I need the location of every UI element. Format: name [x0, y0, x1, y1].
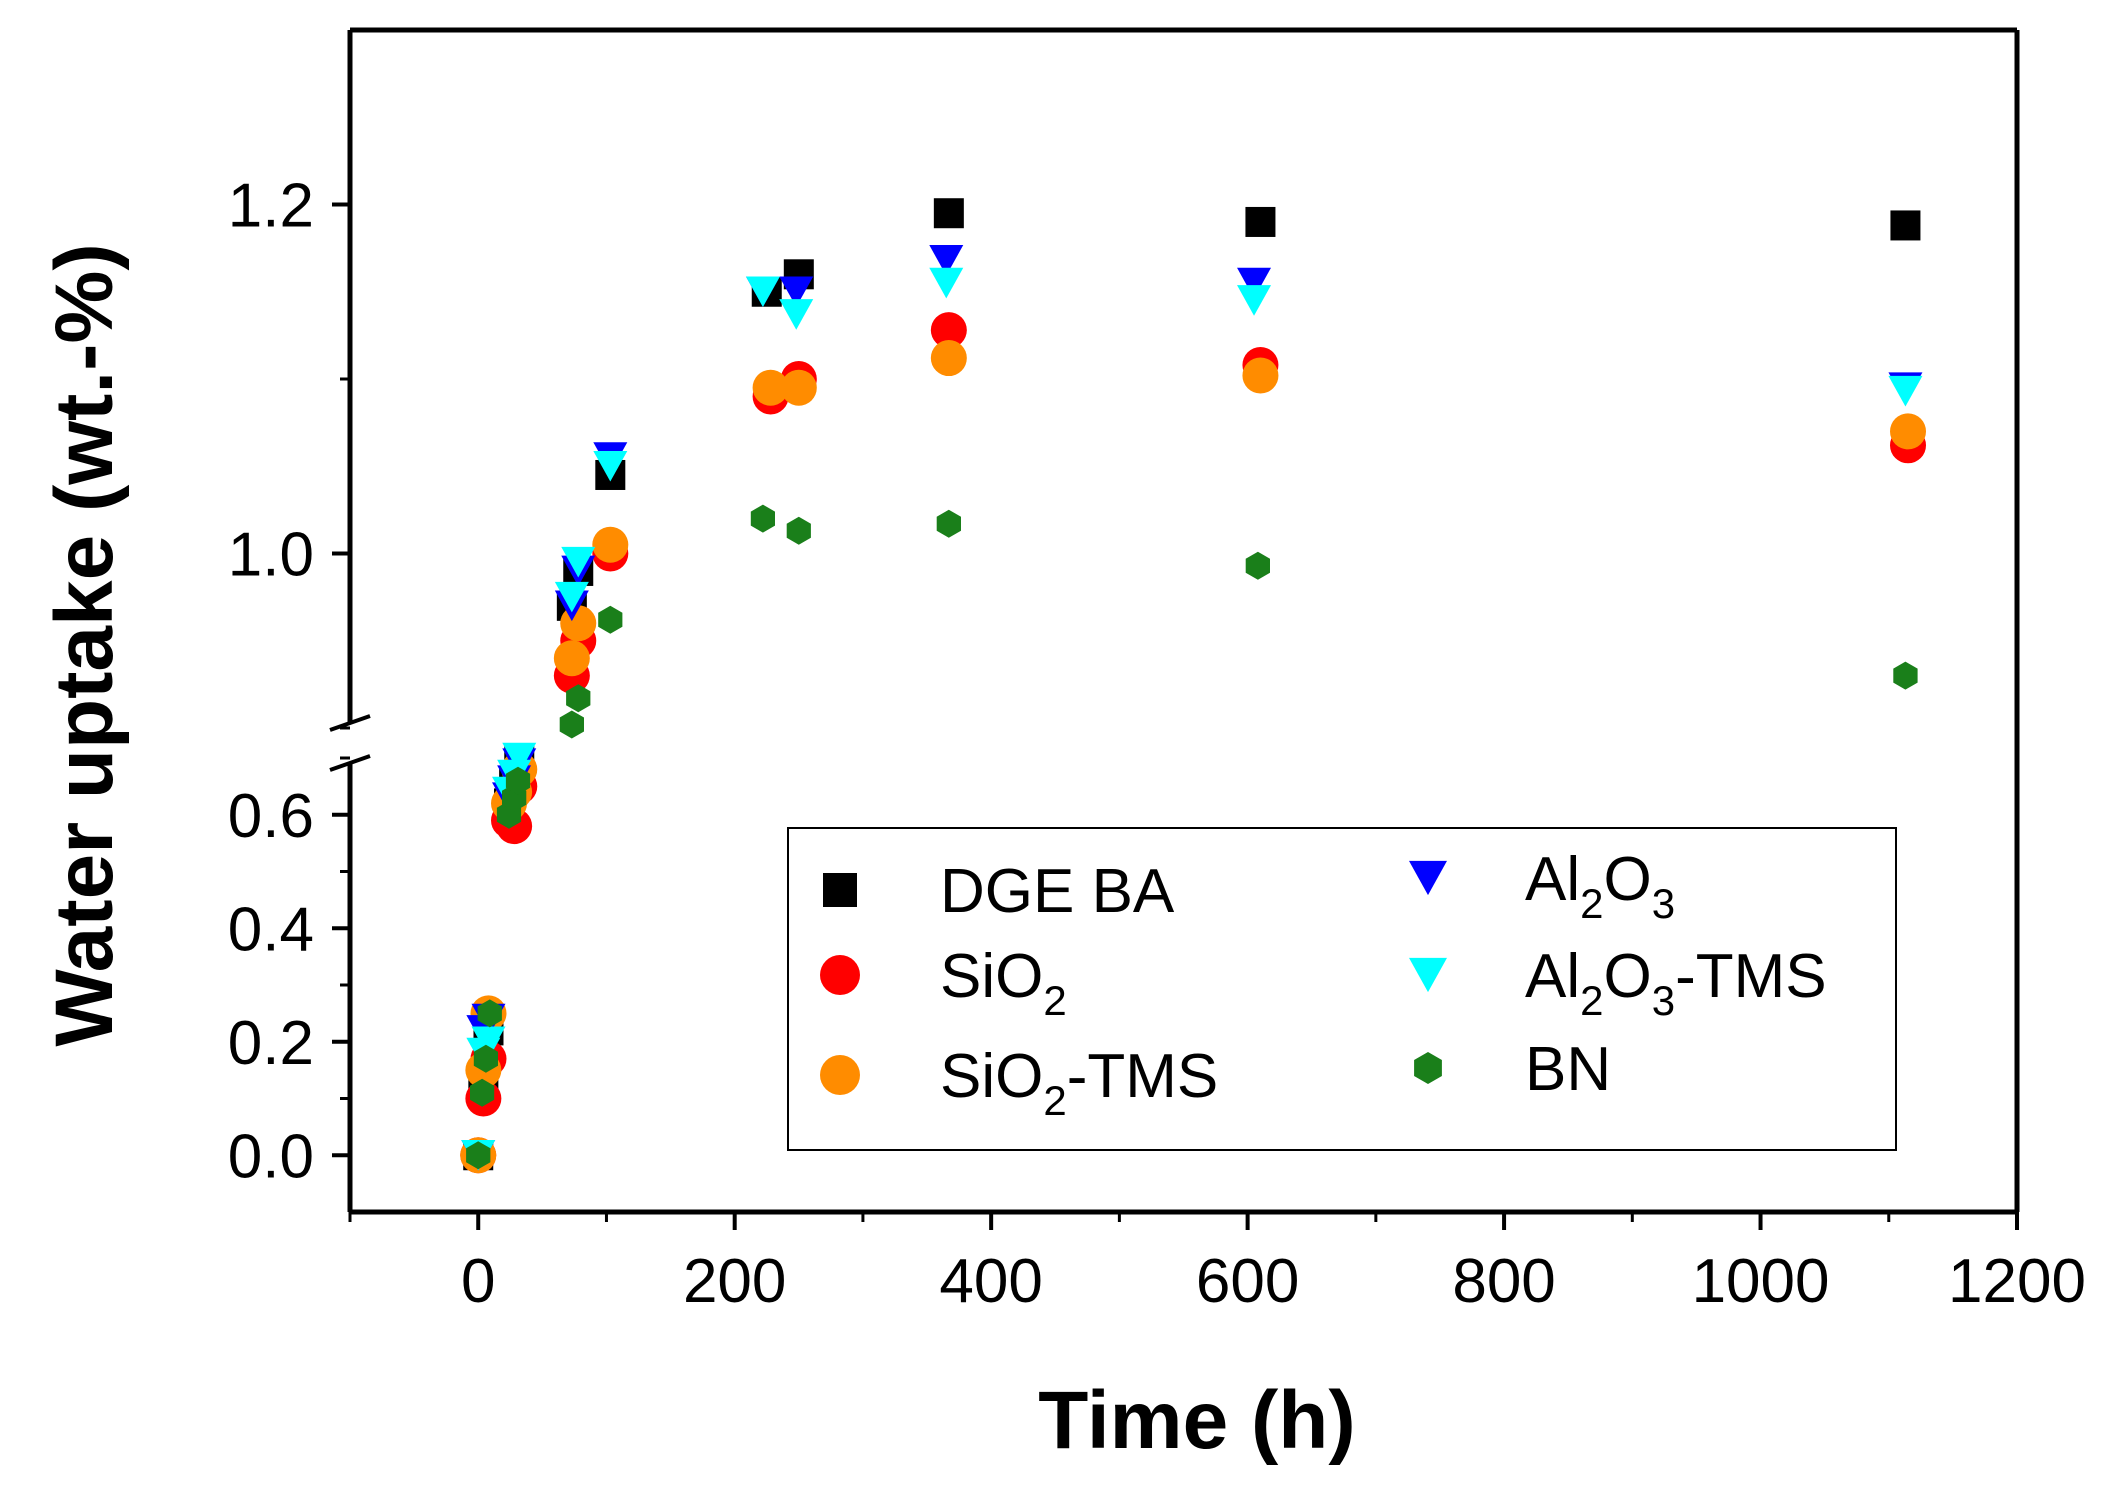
data-point [936, 509, 961, 538]
legend-label: Al2O3 [1525, 845, 1675, 927]
legend-marker [1409, 957, 1447, 993]
data-point [1237, 267, 1272, 299]
data-point [477, 999, 502, 1028]
legend-label: SiO2-TMS [940, 1042, 1218, 1124]
data-point [554, 581, 589, 613]
data-point [750, 504, 775, 533]
y-tick-label: 1.0 [228, 521, 314, 590]
x-tick-label: 400 [939, 1247, 1042, 1316]
data-point [1888, 375, 1923, 407]
data-point [560, 605, 597, 642]
data-point [933, 198, 964, 229]
data-point [779, 299, 814, 330]
data-point [553, 640, 590, 677]
legend-marker [820, 955, 860, 995]
data-point [566, 684, 591, 713]
data-point [592, 526, 629, 563]
x-tick-label: 200 [683, 1247, 786, 1316]
x-axis-title: Time (h) [1038, 1375, 1355, 1466]
legend-marker [1409, 860, 1447, 896]
data-point [559, 710, 584, 739]
data-point [752, 369, 789, 406]
data-point [929, 267, 964, 299]
series-bn [466, 504, 1918, 1170]
x-tick-label: 1000 [1692, 1247, 1830, 1316]
axis-break-mark [329, 714, 371, 772]
data-point [786, 516, 811, 545]
data-point [1245, 206, 1276, 237]
data-point [930, 312, 967, 349]
x-tick-label: 0 [461, 1247, 495, 1316]
x-tick-label: 1200 [1948, 1247, 2086, 1316]
y-tick-label: 0.6 [228, 782, 314, 851]
data-point [1245, 551, 1270, 580]
data-point [745, 276, 780, 308]
data-point [598, 605, 623, 634]
y-tick-label: 0.4 [228, 895, 314, 964]
legend-label: SiO2 [940, 942, 1067, 1024]
data-point [466, 1141, 491, 1170]
legend-label: BN [1525, 1035, 1611, 1104]
y-tick-label: 0.2 [228, 1009, 314, 1078]
data-point [1893, 661, 1918, 690]
legend-marker [1414, 1052, 1442, 1084]
y-axis-title: Water uptake (wt.-%) [39, 243, 130, 1046]
data-point [929, 245, 964, 276]
data-point [1242, 357, 1279, 394]
legend-marker [823, 873, 857, 907]
x-tick-label: 600 [1196, 1247, 1299, 1316]
data-point [780, 369, 817, 406]
data-point [1890, 210, 1921, 241]
data-point [593, 450, 628, 482]
data-point [502, 742, 537, 774]
data-point [930, 340, 967, 377]
y-tick-label: 0.0 [228, 1122, 314, 1191]
y-tick-label: 1.2 [228, 172, 314, 241]
data-point [505, 766, 531, 795]
data-point [1237, 285, 1272, 316]
data-point [561, 546, 596, 578]
x-tick-label: 800 [1452, 1247, 1555, 1316]
data-point [779, 276, 814, 308]
data-point [1890, 413, 1927, 450]
data-point [471, 1026, 506, 1058]
plot-frame [329, 27, 2020, 1215]
legend-box [787, 827, 1897, 1151]
axis-ticks: 0 200 400 600 800 1000 1200 0.0 0.2 0.4 0.6 1.0 1.2 [228, 172, 2086, 1317]
legend-label: DGE BA [940, 857, 1175, 926]
legend-label: Al2O3-TMS [1525, 942, 1827, 1024]
data-point [473, 1044, 498, 1073]
legend: DGE BA SiO2 SiO2-TMS Al2O3 Al2O3-TMS BN [787, 827, 1897, 1151]
legend-marker [820, 1055, 860, 1095]
data-point [470, 1078, 495, 1107]
data-points [460, 198, 1927, 1174]
